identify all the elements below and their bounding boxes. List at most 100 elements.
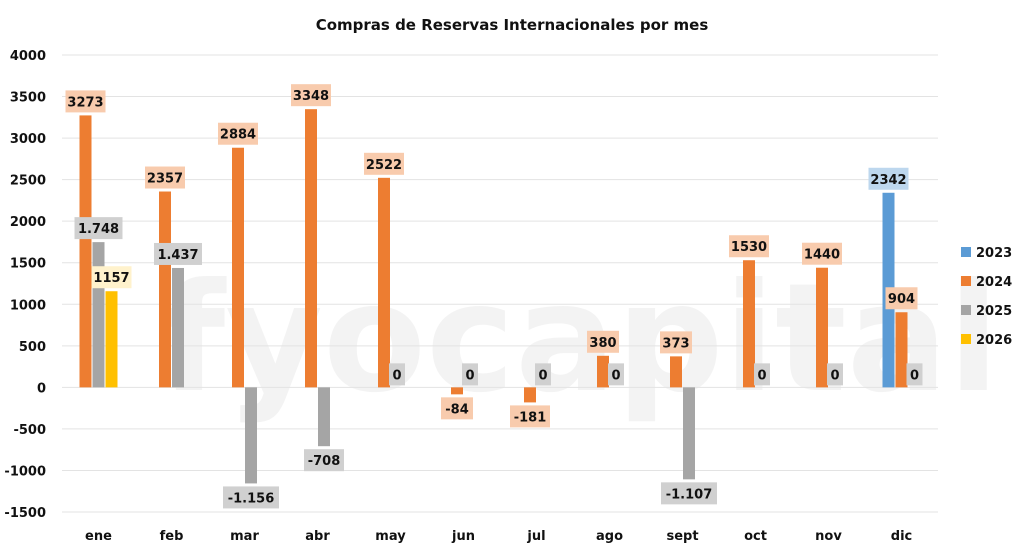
data-label-2024-jul: -181 [510, 405, 550, 428]
data-label-bg [906, 363, 923, 386]
data-label-2024-may: 2522 [364, 152, 404, 175]
data-label-bg [291, 84, 331, 107]
bar-2024-abr [305, 109, 317, 388]
data-label-bg [802, 242, 842, 265]
data-label-2024-sept: 373 [660, 331, 692, 354]
legend-entry-2026: 2026 [961, 333, 1012, 348]
data-label-bg [223, 486, 279, 509]
bar-2025-feb [172, 267, 184, 388]
x-tick-label: jul [526, 529, 545, 544]
bar-2025-ene [92, 242, 105, 388]
x-tick-label: jun [451, 529, 475, 544]
y-tick-label: 0 [37, 381, 46, 396]
bar-2025-mar [245, 387, 257, 484]
data-label-bg [145, 166, 185, 189]
data-label-text: 1530 [731, 240, 767, 255]
legend-entry-2023: 2023 [961, 246, 1012, 261]
data-label-2025-oct: 0 [754, 363, 770, 386]
data-label-text: -1.156 [228, 491, 275, 506]
data-label-2025-ago: 0 [608, 363, 624, 386]
legend-swatch [961, 247, 971, 257]
data-label-text: 2342 [870, 173, 906, 188]
data-label-text: 1440 [804, 248, 840, 263]
data-label-bg [389, 363, 405, 386]
data-label-2024-oct: 1530 [729, 235, 769, 258]
bar-2024-jul [524, 387, 536, 403]
x-tick-label: nov [815, 529, 842, 544]
data-label-text: -708 [308, 454, 341, 469]
data-label-bg [660, 331, 692, 354]
bar-2024-may [378, 177, 390, 388]
bar-2024-nov [816, 267, 828, 388]
data-label-2025-mar: -1.156 [223, 486, 279, 509]
y-axis-ticks: -1500 -1000 -500 0 500 1000 1500 2000 2500 3000 35… [4, 49, 46, 521]
data-label-2024-mar: 2884 [218, 122, 258, 145]
data-label-2025-abr: -708 [304, 449, 344, 472]
data-label-text: 0 [611, 368, 620, 383]
data-labels: 3273 1.748 1157 2357 1.437 2884 -1.156 3348 -708… [65, 84, 923, 509]
data-label-text: 3273 [67, 95, 103, 110]
watermark-text: fyocapital [160, 252, 999, 426]
data-label-bg [729, 235, 769, 258]
data-label-text: 1.748 [78, 222, 119, 237]
legend-label: 2025 [976, 304, 1012, 319]
data-label-bg [608, 363, 624, 386]
bar-2024-feb [159, 191, 171, 388]
y-tick-label: 2500 [10, 174, 46, 189]
data-label-2025-may: 0 [389, 363, 405, 386]
x-tick-label: may [375, 529, 406, 544]
y-tick-label: 3000 [10, 132, 46, 147]
data-label-2025-nov: 0 [827, 363, 843, 386]
data-label-text: 1.437 [157, 248, 198, 263]
data-label-text: 2357 [147, 172, 183, 187]
data-label-bg [74, 217, 123, 240]
x-axis-ticks: ene feb mar abr may jun jul ago sept oct nov dic [85, 529, 912, 544]
data-label-2024-ene: 3273 [65, 90, 106, 113]
data-label-bg [510, 405, 550, 428]
data-label-bg [868, 167, 909, 190]
data-label-text: 3348 [293, 89, 329, 104]
data-label-bg [535, 363, 551, 386]
y-tick-label: -500 [13, 423, 46, 438]
bar-2025-abr [318, 387, 330, 447]
data-label-bg [91, 266, 132, 289]
data-label-bg [304, 449, 344, 472]
data-label-2025-sept: -1.107 [661, 482, 717, 505]
bar-2024-jun [451, 387, 463, 395]
data-label-text: 0 [538, 368, 547, 383]
data-label-bg [754, 363, 770, 386]
data-label-text: 373 [662, 336, 689, 351]
data-label-text: 0 [910, 368, 919, 383]
data-label-bg [218, 122, 258, 145]
y-tick-label: 4000 [10, 49, 46, 64]
legend-swatch [961, 305, 971, 315]
bar-2024-sept [670, 356, 682, 388]
y-tick-label: 3500 [10, 91, 46, 106]
legend: 2023 2024 2025 2026 [961, 246, 1012, 348]
data-label-bg [65, 90, 106, 113]
x-tick-label: abr [305, 529, 330, 544]
data-label-bg [587, 330, 619, 353]
data-label-text: 2522 [366, 158, 402, 173]
data-label-bg [885, 287, 918, 310]
data-label-2023-dic: 2342 [868, 167, 909, 190]
data-label-2024-ago: 380 [587, 330, 619, 353]
data-label-2025-dic: 0 [906, 363, 923, 386]
data-label-text: 0 [830, 368, 839, 383]
data-label-bg [827, 363, 843, 386]
data-label-2025-jul: 0 [535, 363, 551, 386]
data-label-2024-feb: 2357 [145, 166, 185, 189]
data-label-text: 0 [392, 368, 401, 383]
bar-2024-dic [895, 312, 908, 388]
bars [79, 109, 908, 484]
data-label-bg [462, 363, 478, 386]
x-tick-label: ago [596, 529, 623, 544]
x-tick-label: sept [666, 529, 698, 544]
data-label-bg [441, 397, 473, 420]
y-tick-label: -1000 [4, 464, 46, 479]
bar-2024-ene [79, 115, 92, 388]
bar-2025-sept [683, 387, 695, 480]
data-label-text: -84 [445, 402, 469, 417]
x-tick-label: feb [160, 529, 184, 544]
